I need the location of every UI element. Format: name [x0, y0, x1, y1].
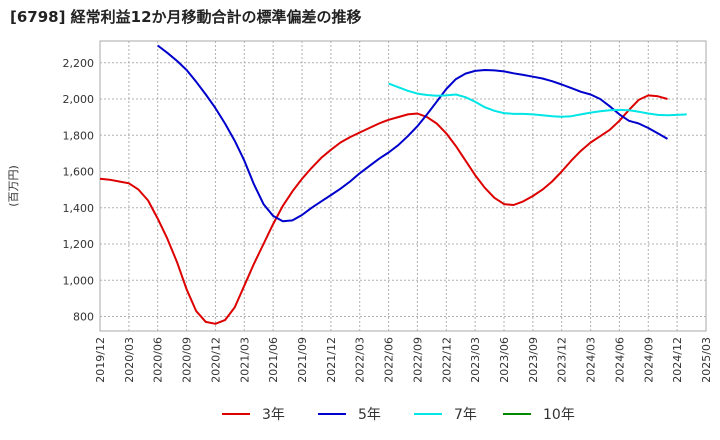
x-tick-label: 2024/03 [585, 337, 598, 383]
x-tick-label: 2025/03 [700, 337, 713, 383]
y-tick-label: 1,000 [63, 274, 95, 287]
x-tick-label: 2024/12 [671, 337, 684, 383]
y-tick-label: 1,400 [63, 202, 95, 215]
legend-label: 3年 [262, 407, 285, 423]
y-tick-label: 1,800 [63, 129, 95, 142]
x-tick-label: 2020/09 [181, 337, 194, 383]
x-tick-label: 2019/12 [94, 337, 107, 383]
x-tick-label: 2023/12 [556, 337, 569, 383]
y-tick-label: 2,000 [63, 93, 95, 106]
x-tick-label: 2023/06 [498, 337, 511, 383]
x-tick-label: 2020/03 [123, 337, 136, 383]
x-tick-label: 2021/06 [267, 337, 280, 383]
x-tick-label: 2024/06 [613, 337, 626, 383]
series-line-7年 [388, 82, 687, 118]
x-tick-label: 2021/12 [325, 337, 338, 383]
legend-label: 5年 [358, 407, 381, 423]
legend-label: 7年 [454, 407, 477, 423]
x-tick-label: 2022/12 [440, 337, 453, 383]
chart-title: [6798] 経常利益12か月移動合計の標準偏差の推移 [10, 8, 362, 26]
series-line-5年 [157, 44, 668, 223]
x-tick-label: 2021/09 [296, 337, 309, 383]
plot-area [99, 40, 707, 332]
x-tick-label: 2023/09 [527, 337, 540, 383]
x-tick-label: 2020/12 [209, 337, 222, 383]
y-axis-label: (百万円) [7, 165, 20, 207]
x-tick-label: 2022/06 [383, 337, 396, 383]
y-tick-label: 2,200 [63, 57, 95, 70]
x-tick-label: 2021/03 [238, 337, 251, 383]
legend-label: 10年 [543, 407, 575, 423]
x-tick-label: 2023/03 [469, 337, 482, 383]
x-tick-label: 2020/06 [152, 337, 165, 383]
x-tick-label: 2022/09 [411, 337, 424, 383]
y-tick-label: 1,200 [63, 238, 95, 251]
x-tick-label: 2024/09 [642, 337, 655, 383]
y-tick-label: 1,600 [63, 166, 95, 179]
x-tick-label: 2022/03 [354, 337, 367, 383]
series-line-3年 [99, 94, 668, 325]
y-tick-label: 800 [73, 311, 94, 324]
